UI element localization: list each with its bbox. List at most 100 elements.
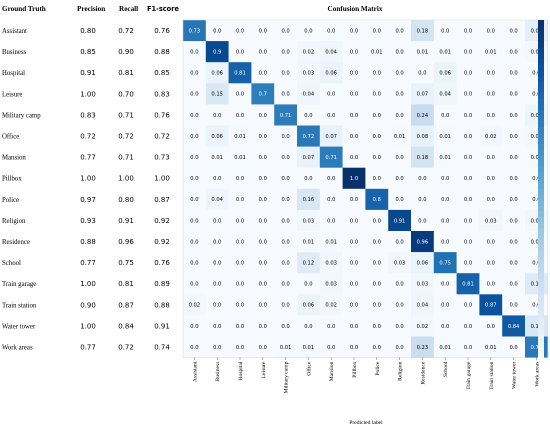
cell-value: 0.0: [509, 176, 517, 182]
matrix-cell: [479, 83, 503, 105]
cell-value: 0.0: [281, 282, 289, 288]
row-label: Work areas: [2, 344, 33, 351]
matrix-cell: [319, 336, 343, 358]
cell-value: 0.0: [350, 28, 358, 34]
matrix-cell: [274, 336, 298, 358]
cell-value: 0.0: [190, 260, 198, 266]
cell-value: 0.0: [464, 71, 472, 77]
matrix-cell: [433, 146, 457, 168]
cell-value: 0.0: [350, 345, 358, 351]
cell-value: 0.96: [417, 239, 429, 245]
matrix-cell: [433, 209, 457, 232]
colorbar-segment: [538, 138, 544, 145]
recall-value: 0.81: [118, 69, 134, 77]
matrix-cell: [183, 336, 207, 358]
matrix-cell: [205, 146, 229, 168]
cell-value: 0.0: [259, 134, 267, 140]
matrix-cell: [297, 146, 321, 168]
cell-value: 0.0: [464, 49, 472, 55]
precision-value: 1.00: [80, 280, 96, 288]
colorbar-segment: [538, 222, 544, 229]
recall-value: 0.80: [118, 196, 134, 204]
cell-value: 0.0: [373, 218, 381, 224]
matrix-cell: [479, 146, 503, 168]
f1-value: 1.00: [154, 175, 170, 183]
matrix-cell: [228, 252, 252, 274]
precision-value: 0.97: [80, 196, 96, 204]
matrix-cell: [205, 188, 229, 211]
cell-value: 0.0: [236, 28, 244, 34]
precision-value: 0.93: [80, 217, 96, 225]
matrix-cell: [433, 125, 457, 147]
cell-value: 0.08: [417, 134, 429, 140]
cell-value: 0.0: [236, 303, 244, 309]
cell-value: 0.0: [350, 155, 358, 161]
matrix-cell: [479, 104, 503, 126]
cell-value: 0.71: [280, 113, 292, 119]
cell-value: 0.0: [259, 282, 267, 288]
cell-value: 0.0: [190, 282, 198, 288]
matrix-cell: [456, 83, 480, 105]
matrix-cell: [319, 273, 343, 295]
matrix-cell: [319, 315, 343, 337]
precision-value: 0.91: [80, 69, 96, 77]
cell-value: 0.0: [395, 345, 403, 351]
row-label: Office: [2, 133, 19, 140]
matrix-cell: [319, 83, 343, 105]
matrix-cell: [297, 336, 321, 358]
cell-value: 0.0: [373, 282, 381, 288]
x-tick-label: Pillbox: [352, 361, 358, 377]
recall-value: 0.72: [118, 132, 134, 140]
cell-value: 0.0: [464, 28, 472, 34]
colorbar-segment: [538, 188, 544, 195]
matrix-cell: [251, 104, 275, 126]
row-label: Police: [2, 197, 19, 204]
cell-value: 0.0: [213, 303, 221, 309]
matrix-cell: [205, 125, 229, 147]
cell-value: 0.75: [439, 260, 451, 266]
cell-value: 0.0: [395, 28, 403, 34]
cell-value: 0.15: [531, 324, 543, 330]
matrix-cell: [205, 209, 229, 232]
cell-value: 0.0: [190, 176, 198, 182]
matrix-cell: [388, 104, 412, 126]
colorbar-segment: [538, 20, 544, 27]
cell-value: 0.01: [485, 49, 497, 55]
f1-value: 0.88: [154, 301, 170, 309]
matrix-cell: [274, 62, 298, 84]
matrix-cell: [365, 104, 389, 126]
recall-value: 0.96: [118, 238, 134, 246]
x-axis-label: Predicted label: [349, 420, 383, 426]
colorbar-segment: [538, 132, 544, 139]
matrix-cell: [319, 125, 343, 147]
cell-value: 0.0: [395, 239, 403, 245]
f1-value: 0.85: [154, 69, 170, 77]
cell-value: 0.0: [259, 49, 267, 55]
row-label: Hospital: [2, 70, 25, 77]
colorbar-segment: [538, 65, 544, 72]
precision-value: 1.00: [80, 90, 96, 98]
cell-value: 0.0: [487, 92, 495, 98]
matrix-cell: [342, 125, 366, 147]
cell-value: 0.0: [190, 134, 198, 140]
matrix-cell: [251, 231, 275, 253]
x-tick-label: Water tower: [512, 361, 518, 388]
colorbar-segment: [538, 245, 544, 252]
cell-value: 0.06: [325, 71, 337, 77]
matrix-cell: [456, 273, 480, 295]
recall-value: 1.00: [118, 175, 134, 183]
matrix-cell: [388, 188, 412, 211]
row-label: Business: [2, 49, 27, 56]
precision-value: 0.77: [80, 343, 96, 351]
cell-value: 0.0: [213, 176, 221, 182]
cell-value: 0.01: [325, 239, 337, 245]
matrix-cell: [297, 315, 321, 337]
matrix-cell: [183, 252, 207, 274]
cell-value: 0.0: [327, 345, 335, 351]
f1-value: 0.74: [154, 343, 170, 351]
x-tick-label: Business: [215, 362, 221, 382]
cell-value: 0.0: [487, 282, 495, 288]
cell-value: 0.0: [418, 197, 426, 203]
matrix-cell: [342, 104, 366, 126]
cell-value: 0.04: [211, 197, 223, 203]
